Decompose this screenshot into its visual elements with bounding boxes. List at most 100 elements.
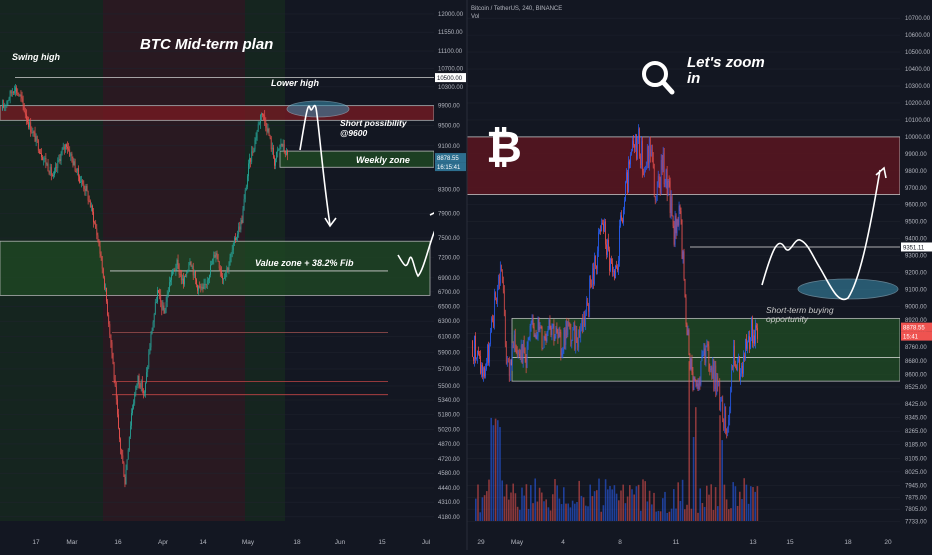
candle-body bbox=[22, 98, 24, 105]
candle-body bbox=[668, 181, 670, 182]
y-tick-label: 10000.00 bbox=[905, 135, 931, 141]
volume-bar bbox=[574, 503, 576, 521]
candle-body bbox=[614, 270, 615, 279]
volume-bar bbox=[580, 495, 583, 521]
candle-body bbox=[628, 161, 629, 193]
candle-body bbox=[472, 340, 473, 357]
candle-body bbox=[751, 319, 752, 338]
candle-body bbox=[679, 205, 681, 211]
value-zone bbox=[0, 240, 431, 296]
candle-body bbox=[97, 235, 99, 240]
candle-body bbox=[249, 158, 250, 164]
y-tick-label: 10300.00 bbox=[438, 85, 464, 91]
candle-body bbox=[650, 149, 652, 157]
candle-body bbox=[226, 267, 228, 273]
candle-body bbox=[631, 151, 632, 155]
volume-bar bbox=[754, 491, 756, 521]
candle-body bbox=[676, 219, 678, 234]
candle-body bbox=[150, 334, 152, 348]
candle-body bbox=[711, 367, 713, 378]
candle-body bbox=[201, 287, 203, 289]
volume-bar bbox=[721, 440, 723, 521]
candle-body bbox=[643, 170, 645, 175]
candle-body bbox=[694, 377, 696, 381]
candle-body bbox=[501, 271, 503, 282]
candle-body bbox=[285, 151, 287, 156]
candle-body bbox=[280, 143, 282, 145]
candle-body bbox=[250, 158, 252, 162]
candle-body bbox=[270, 137, 272, 150]
volume-bar bbox=[677, 482, 679, 521]
candle-body bbox=[185, 275, 187, 277]
candle-body bbox=[644, 169, 646, 171]
candle-body bbox=[267, 128, 269, 132]
candle-body bbox=[633, 140, 634, 145]
candle-body bbox=[621, 215, 622, 220]
candle-body bbox=[718, 382, 720, 386]
candle-body bbox=[557, 332, 559, 339]
candle-body bbox=[476, 358, 477, 359]
candle-body bbox=[504, 315, 506, 345]
candle-body bbox=[216, 253, 218, 256]
candle-body bbox=[491, 318, 492, 333]
candle-body bbox=[87, 191, 89, 201]
candle-body bbox=[122, 455, 124, 463]
volume-bar bbox=[591, 496, 594, 521]
candle-body bbox=[643, 171, 644, 175]
candle-body bbox=[9, 90, 11, 99]
y-tick-label: 10100.00 bbox=[905, 118, 931, 124]
candle-body bbox=[95, 222, 97, 229]
candle-body bbox=[261, 113, 262, 115]
candle-body bbox=[492, 318, 493, 321]
volume-bar bbox=[756, 486, 759, 521]
volume-bar bbox=[681, 479, 684, 521]
x-tick-label: Jul bbox=[422, 539, 431, 546]
projection-path-zoom bbox=[761, 169, 881, 301]
candle-body bbox=[139, 384, 141, 388]
candle-body bbox=[48, 171, 50, 174]
candle-body bbox=[543, 336, 545, 348]
candle-body bbox=[655, 195, 657, 201]
candle-body bbox=[198, 286, 200, 291]
y-tick-label: 8600.00 bbox=[905, 372, 927, 378]
volume-bar bbox=[538, 487, 541, 521]
candle-body bbox=[518, 350, 520, 355]
candle-body bbox=[254, 139, 256, 150]
candle-body bbox=[272, 147, 274, 158]
candle-body bbox=[85, 185, 87, 191]
candle-body bbox=[757, 327, 758, 339]
candle-body bbox=[485, 369, 486, 377]
volume-bar bbox=[501, 480, 503, 521]
x-tick-label: 4 bbox=[561, 539, 565, 546]
x-tick-label: 18 bbox=[844, 539, 852, 546]
candle-body bbox=[90, 205, 92, 208]
candle-body bbox=[179, 274, 181, 275]
candle-body bbox=[92, 205, 93, 212]
candle-body bbox=[17, 92, 19, 94]
candle-body bbox=[696, 383, 698, 387]
candle-body bbox=[176, 259, 178, 269]
candle-body bbox=[137, 375, 139, 385]
volume-bar bbox=[598, 478, 600, 521]
candle-body bbox=[546, 332, 548, 342]
volume-bar bbox=[602, 505, 605, 521]
candle-body bbox=[580, 328, 582, 338]
y-tick-label: 5500.00 bbox=[438, 384, 460, 390]
x-tick-label: Jun bbox=[335, 539, 346, 546]
candle-body bbox=[67, 146, 68, 149]
volume-bar bbox=[662, 498, 664, 521]
candle-body bbox=[544, 336, 546, 339]
candle-body bbox=[70, 153, 72, 156]
volume-bar bbox=[582, 497, 585, 521]
countdown-label: 15:41 bbox=[903, 335, 919, 341]
candle-body bbox=[620, 215, 621, 226]
candle-body bbox=[166, 293, 168, 302]
candle-body bbox=[187, 270, 189, 273]
volume-bar bbox=[631, 489, 633, 521]
candle-body bbox=[646, 146, 648, 166]
candle-body bbox=[671, 196, 673, 217]
candle-body bbox=[738, 359, 739, 362]
candle-body bbox=[678, 205, 680, 226]
candle-body bbox=[7, 100, 9, 102]
y-tick-label: 4720.00 bbox=[438, 457, 460, 463]
